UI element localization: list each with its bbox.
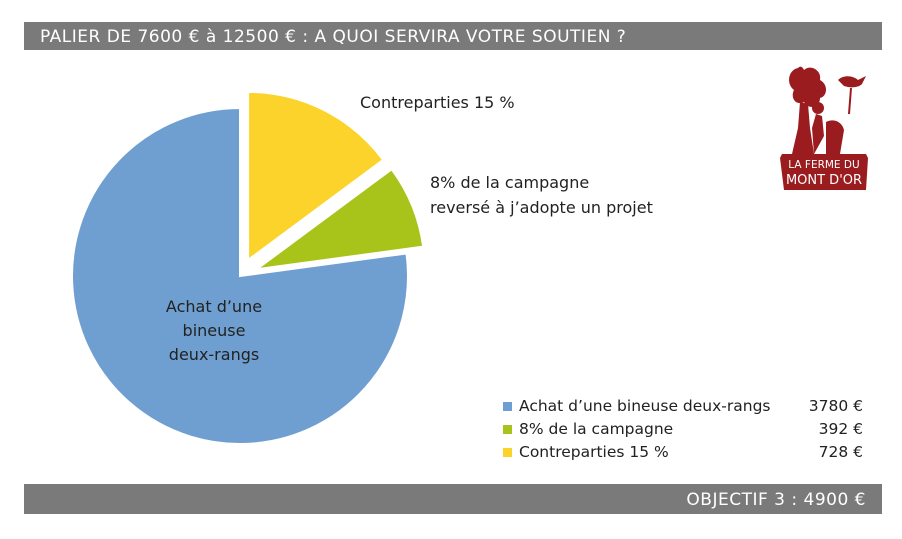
page-title: PALIER DE 7600 € à 12500 € : A QUOI SERV… xyxy=(40,27,627,47)
pie-label-bineuse-line1: Achat d’une xyxy=(166,297,262,316)
legend-item-campagne: 8% de la campagne 392 € xyxy=(503,420,863,443)
legend-value-bineuse: 3780 € xyxy=(808,397,863,415)
legend-swatch-campagne xyxy=(503,425,512,434)
pie-label-bineuse-line2: bineuse xyxy=(183,321,246,340)
legend-item-contreparties: Contreparties 15 % 728 € xyxy=(503,443,863,466)
pie-slice-campagne xyxy=(256,167,425,271)
legend-label-campagne: 8% de la campagne xyxy=(519,420,674,438)
pie-slice-bineuse xyxy=(71,106,409,445)
legend-label-bineuse: Achat d’une bineuse deux-rangs xyxy=(519,397,771,415)
legend-swatch-contreparties xyxy=(503,448,512,457)
legend-label-contreparties: Contreparties 15 % xyxy=(519,443,669,461)
logo-text-line2: MONT D'OR xyxy=(786,173,862,188)
logo-text-line1: LA FERME DU xyxy=(788,159,859,171)
legend-value-contreparties: 728 € xyxy=(818,443,863,461)
pie-label-campagne-line2: reversé à j’adopte un projet xyxy=(430,198,653,217)
header-bar: PALIER DE 7600 € à 12500 € : A QUOI SERV… xyxy=(24,22,882,50)
farm-logo: LA FERME DU MONT D'OR xyxy=(780,66,868,190)
pie-slice-contreparties xyxy=(247,90,385,262)
objective-text: OBJECTIF 3 : 4900 € xyxy=(686,490,866,510)
legend-value-campagne: 392 € xyxy=(818,420,863,438)
legend-item-bineuse: Achat d’une bineuse deux-rangs 3780 € xyxy=(503,397,863,420)
pie-label-campagne-line1: 8% de la campagne xyxy=(430,173,589,192)
chart-legend: Achat d’une bineuse deux-rangs 3780 € 8%… xyxy=(503,397,863,466)
pie-label-contreparties-line1: Contreparties 15 % xyxy=(360,93,515,112)
footer-bar: OBJECTIF 3 : 4900 € xyxy=(24,484,882,514)
pie-label-bineuse-line3: deux-rangs xyxy=(169,345,259,364)
legend-swatch-bineuse xyxy=(503,402,512,411)
